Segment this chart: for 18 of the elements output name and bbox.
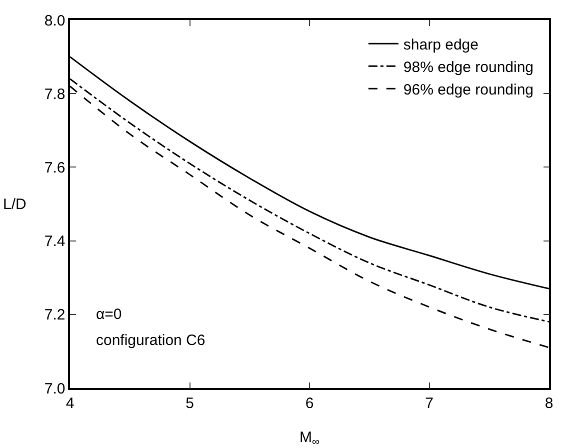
x-tick-label: 4 (66, 394, 74, 412)
x-tick-label: 8 (544, 394, 554, 412)
y-tick-label: 7.2 (44, 306, 66, 324)
x-tick-label: 7 (425, 394, 434, 412)
legend-label: 96% edge rounding (403, 81, 534, 98)
x-tick-label: 5 (186, 394, 194, 412)
x-tick-label: 6 (305, 394, 314, 412)
x-axis-title: M$_{∞}$ (300, 428, 320, 448)
y-tick-label: 7.0 (44, 380, 66, 398)
y-tick-label: 8.0 (44, 12, 66, 30)
legend-label: sharp edge (403, 36, 478, 54)
y-tick-label: 7.8 (44, 86, 66, 103)
y-axis-title: L/D (3, 196, 27, 213)
y-tick-label: 7.4 (44, 233, 66, 250)
legend-label: 98% edge rounding (403, 58, 534, 76)
annotation: α=0 (96, 306, 122, 323)
annotation: configuration C6 (96, 332, 206, 349)
y-tick-label: 7.6 (44, 159, 66, 176)
